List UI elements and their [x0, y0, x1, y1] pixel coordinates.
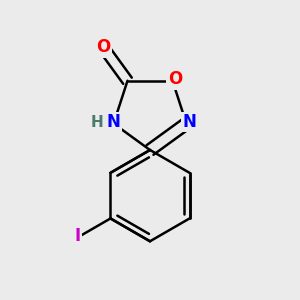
- Text: N: N: [107, 113, 121, 131]
- Text: O: O: [96, 38, 111, 56]
- Text: I: I: [74, 227, 81, 245]
- Text: O: O: [168, 70, 182, 88]
- Text: N: N: [182, 113, 196, 131]
- Text: H: H: [91, 115, 104, 130]
